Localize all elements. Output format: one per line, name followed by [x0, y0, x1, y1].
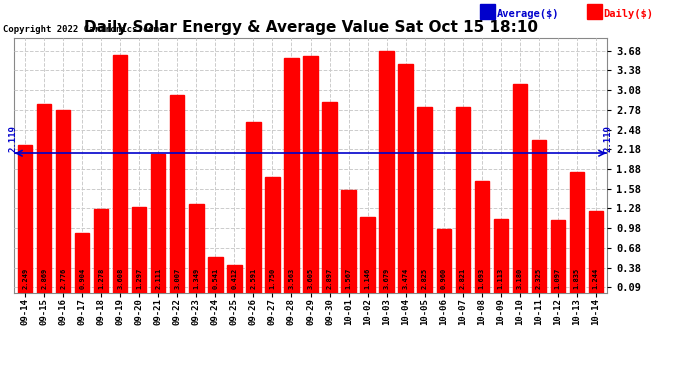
Bar [170, 95, 184, 292]
Text: 3.679: 3.679 [384, 267, 390, 288]
Bar [570, 172, 584, 292]
Bar [132, 207, 146, 292]
Text: 1.146: 1.146 [364, 267, 371, 288]
Bar [475, 181, 489, 292]
Bar [493, 219, 508, 292]
Text: 1.113: 1.113 [497, 267, 504, 288]
Bar [94, 209, 108, 292]
Bar [37, 104, 51, 292]
Text: 2.591: 2.591 [250, 267, 257, 288]
Bar [398, 64, 413, 292]
Text: 1.297: 1.297 [137, 267, 142, 288]
Text: 0.412: 0.412 [231, 267, 237, 288]
Text: 2.897: 2.897 [326, 267, 333, 288]
Text: 1.244: 1.244 [593, 267, 599, 288]
Text: 1.567: 1.567 [346, 267, 351, 288]
Text: 1.835: 1.835 [574, 267, 580, 288]
Bar [417, 107, 432, 292]
Text: 3.474: 3.474 [402, 267, 408, 288]
Bar [531, 140, 546, 292]
Bar [246, 122, 261, 292]
Text: 2.249: 2.249 [22, 267, 28, 288]
Text: 0.960: 0.960 [441, 267, 446, 288]
Bar [551, 220, 565, 292]
Text: 3.180: 3.180 [517, 267, 523, 288]
Text: 1.693: 1.693 [479, 267, 484, 288]
Title: Daily Solar Energy & Average Value Sat Oct 15 18:10: Daily Solar Energy & Average Value Sat O… [83, 20, 538, 35]
Bar [437, 230, 451, 292]
Bar [304, 56, 317, 292]
Bar [455, 107, 470, 292]
Text: 2.325: 2.325 [535, 267, 542, 288]
Bar [589, 211, 603, 292]
Bar [227, 266, 242, 292]
Text: 2.825: 2.825 [422, 267, 428, 288]
Bar [208, 257, 223, 292]
Bar [151, 154, 166, 292]
Text: 0.541: 0.541 [213, 267, 219, 288]
Bar [342, 189, 355, 292]
Bar [322, 102, 337, 292]
Text: Copyright 2022 Cartronics.com: Copyright 2022 Cartronics.com [3, 25, 159, 34]
Text: 1.349: 1.349 [193, 267, 199, 288]
Bar [113, 56, 128, 292]
Text: 2.119: 2.119 [9, 125, 18, 152]
Text: 3.605: 3.605 [308, 267, 313, 288]
Bar [56, 110, 70, 292]
Text: 1.097: 1.097 [555, 267, 561, 288]
Bar [266, 177, 279, 292]
Text: 3.563: 3.563 [288, 267, 295, 288]
Bar [189, 204, 204, 292]
Text: 2.869: 2.869 [41, 267, 47, 288]
Text: 3.007: 3.007 [175, 267, 180, 288]
Bar [75, 233, 90, 292]
Bar [513, 84, 527, 292]
Text: Average($): Average($) [497, 9, 560, 19]
Text: Daily($): Daily($) [604, 9, 653, 19]
Bar [284, 58, 299, 292]
Text: 3.608: 3.608 [117, 267, 124, 288]
Text: 2.776: 2.776 [60, 267, 66, 288]
Text: 2.111: 2.111 [155, 267, 161, 288]
Bar [360, 217, 375, 292]
Bar [380, 51, 394, 292]
Text: 1.750: 1.750 [270, 267, 275, 288]
Text: 2.821: 2.821 [460, 267, 466, 288]
Text: 0.904: 0.904 [79, 267, 86, 288]
Text: 2.119: 2.119 [603, 125, 612, 152]
Bar [18, 145, 32, 292]
Text: 1.278: 1.278 [98, 267, 104, 288]
